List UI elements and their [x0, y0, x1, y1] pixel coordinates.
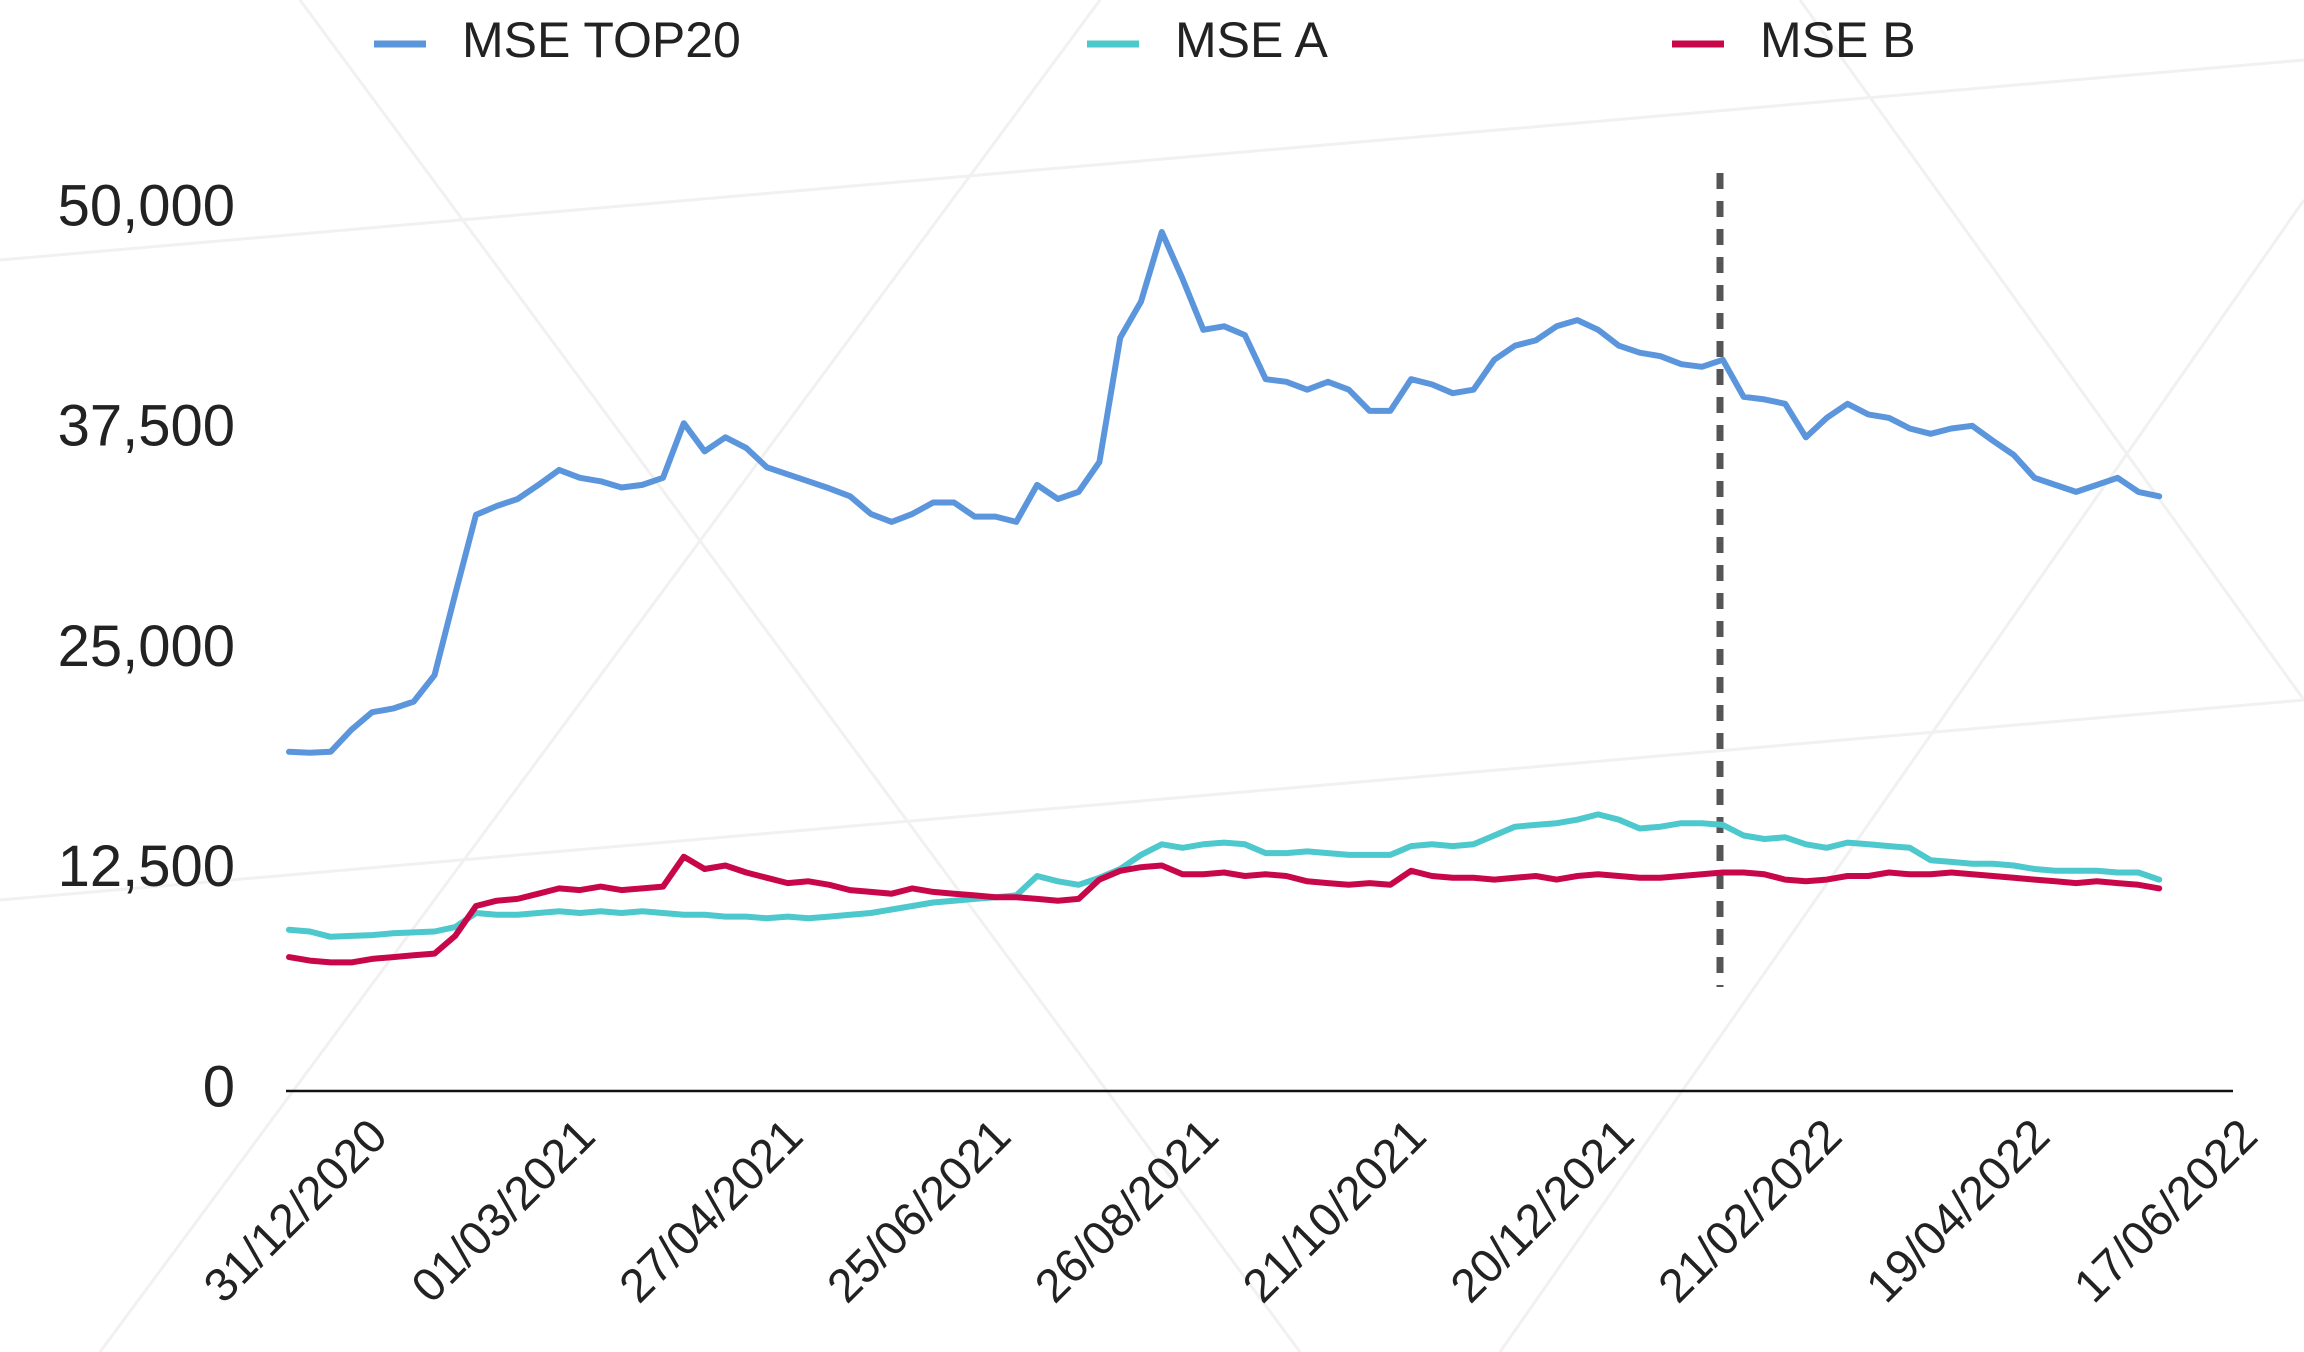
x-tick-label: 20/12/2021: [1440, 1108, 1644, 1312]
x-tick-label: 25/06/2021: [816, 1108, 1020, 1312]
x-tick-label: 21/10/2021: [1232, 1108, 1436, 1312]
series-line: [286, 229, 2163, 756]
x-tick-label: 26/08/2021: [1024, 1108, 1228, 1312]
x-tick-label: 01/03/2021: [401, 1108, 605, 1312]
x-tick-label: 21/02/2022: [1648, 1108, 1852, 1312]
x-tick-label: 17/06/2022: [2063, 1108, 2267, 1312]
x-tick-label: 19/04/2022: [1855, 1108, 2059, 1312]
x-tick-label: 27/04/2021: [609, 1108, 813, 1312]
y-tick-label: 37,500: [58, 394, 235, 459]
y-tick-label: 0: [203, 1054, 235, 1119]
x-tick-label: 31/12/2020: [193, 1108, 397, 1312]
y-tick-label: 50,000: [58, 173, 235, 238]
series-line: [286, 811, 2163, 940]
y-tick-label: 25,000: [58, 614, 235, 679]
y-tick-label: 12,500: [58, 834, 235, 899]
legend-label: MSE A: [1175, 12, 1328, 68]
legend-label: MSE TOP20: [462, 12, 741, 68]
series-line: [286, 853, 2163, 966]
legend-label: MSE B: [1760, 12, 1916, 68]
